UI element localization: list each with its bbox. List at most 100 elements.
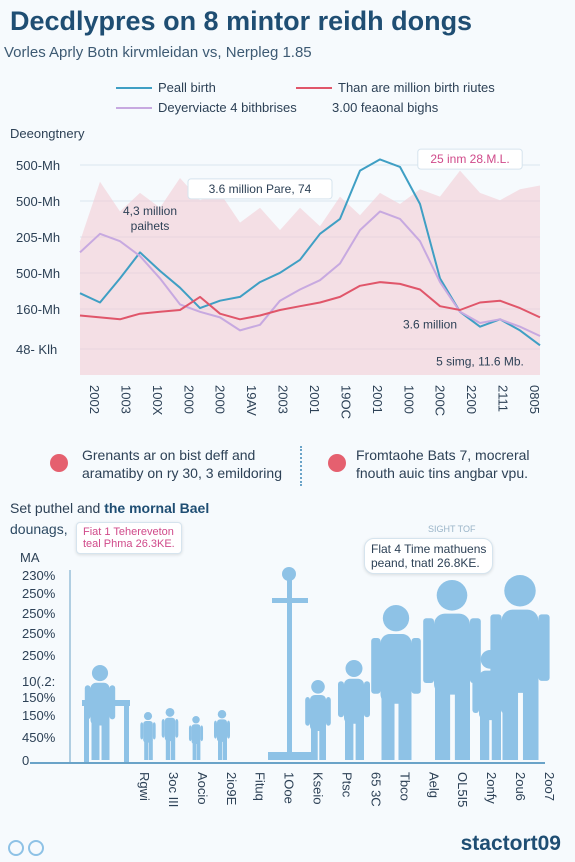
y-tick-label: 150% <box>22 708 56 723</box>
flower-icon <box>328 454 346 472</box>
child-figure <box>214 710 230 760</box>
legend-item-feaonal: 3.00 feaonal bighs <box>332 100 438 115</box>
person-leg <box>192 741 197 760</box>
x-tick-label: 2oo7 <box>542 772 557 801</box>
person-arm <box>140 722 144 740</box>
x-tick-label: 1Ooe <box>282 772 297 804</box>
person-leg <box>319 726 326 760</box>
person-head <box>165 708 175 717</box>
x-tick-label: 19AV <box>244 385 259 416</box>
chair-leg <box>84 706 89 762</box>
chair-leg <box>124 706 129 762</box>
person-head <box>91 665 109 682</box>
person-torso <box>191 724 201 745</box>
y-tick-label: 250% <box>22 586 56 601</box>
y-tick-label: 250% <box>22 626 56 641</box>
adult-figure <box>423 580 481 760</box>
x-tick-label: 2200 <box>464 385 479 414</box>
person-arm <box>152 722 156 740</box>
x-tick-label: 2002 <box>87 385 102 414</box>
legend-label: Than are million birth riutes <box>338 80 495 95</box>
person-leg <box>311 726 318 760</box>
y-tick-label: 48- Klh <box>16 342 57 357</box>
callout-left-line2: teal Phma 26.3KE. <box>83 538 175 550</box>
page-subtitle: Vorles Aprly Botn kirvmleidan vs, Nerple… <box>4 44 312 61</box>
y-tick-label: 10(.2: <box>22 674 55 689</box>
person-arm <box>371 637 381 694</box>
lamp-post <box>287 580 292 760</box>
x-tick-label: 200C <box>433 385 448 416</box>
line-series-deyerviacte-4-bithbrises <box>79 210 541 337</box>
legend-swatch <box>296 86 332 89</box>
person-torso <box>344 678 364 724</box>
x-tick-label: 2io9E <box>224 772 239 806</box>
legend-label: Peall birth <box>158 80 216 95</box>
callout-right: Flat 4 Time mathuens peand, tnatl 26.8KE… <box>364 538 494 574</box>
section2-heading: Set puthel and the mornal Bael <box>10 500 209 516</box>
person-arm <box>423 618 434 684</box>
line-series-than-are-million-birth-riutes <box>79 281 541 321</box>
person-arm <box>188 725 192 742</box>
person-leg <box>222 739 227 760</box>
x-tick-label: 2ou6 <box>513 772 528 801</box>
person-arm <box>227 720 230 739</box>
child-figure <box>188 716 204 760</box>
person-arm <box>538 614 550 681</box>
note-left-line1: Grenants ar on bist deff and <box>82 447 256 463</box>
callout-right-top: SIGHT TOF <box>428 524 476 534</box>
person-leg <box>381 694 395 760</box>
annotation-box <box>417 148 523 170</box>
person-torso <box>164 717 176 742</box>
person-leg <box>454 684 470 760</box>
person-leg <box>398 694 412 760</box>
x-tick-label: 2001 <box>307 385 322 414</box>
person-torso <box>143 720 153 743</box>
x-tick-label: 65 3C <box>368 772 383 807</box>
person-leg <box>101 720 110 760</box>
y-axis-label: Deeongtnery <box>10 126 85 141</box>
callout-left: Fiat 1 Tehereveton teal Phma 26.3KE. <box>76 522 182 554</box>
person-head <box>217 710 227 719</box>
person-arm <box>200 725 204 742</box>
x-tick-label: Fituq <box>253 772 268 801</box>
logo-icon <box>8 840 44 856</box>
annotation-label: 3.6 million Pare, 74 <box>209 182 312 196</box>
legend-swatch <box>116 86 152 89</box>
legend-item-million-birth: Than are million birth riutes <box>296 80 495 95</box>
annotation-box <box>187 178 333 200</box>
person-arm <box>161 719 165 738</box>
y-tick-label: 500-Mh <box>16 194 60 209</box>
annotation-label: 3.6 million <box>403 318 457 332</box>
person-head <box>192 716 200 724</box>
annotation-label: 25 inm 28.M.L. <box>430 152 509 166</box>
line-chart: Deeongtnery 500-Mh 500-Mh 205-Mh 500-Mh 160-M… <box>10 126 542 419</box>
person-leg <box>148 739 153 760</box>
x-tick-label: Rgwi <box>137 772 152 801</box>
callout-left-line1: Fiat 1 Tehereveton <box>83 526 174 538</box>
person-leg <box>491 713 501 760</box>
child-figure <box>140 712 156 760</box>
person-arm <box>326 697 331 726</box>
chair-seat <box>82 700 130 706</box>
person-leg <box>502 682 519 760</box>
y-tick-label: 160-Mh <box>16 302 60 317</box>
person-torso <box>434 613 470 695</box>
y-tick-label: 250% <box>22 648 56 663</box>
person-leg <box>196 741 201 760</box>
person-torso <box>501 609 539 693</box>
person-arm <box>175 719 179 738</box>
callout-right-line1: Flat 4 Time mathuens <box>371 542 487 556</box>
person-torso <box>310 694 326 731</box>
x-tick-label: 2000 <box>213 385 228 414</box>
x-tick-label: 3oc III <box>166 772 181 807</box>
legend-swatch <box>116 106 152 109</box>
x-tick-label: Aocio <box>195 772 210 805</box>
y-tick-label: 230% <box>22 568 56 583</box>
x-tick-label: OL5I5 <box>455 772 470 807</box>
person-arm <box>411 637 421 694</box>
flower-icon <box>50 454 68 472</box>
x-tick-label: 100X <box>150 385 165 416</box>
adult-figure <box>371 605 421 760</box>
person-arm <box>472 673 479 713</box>
adult-figure <box>490 575 550 760</box>
